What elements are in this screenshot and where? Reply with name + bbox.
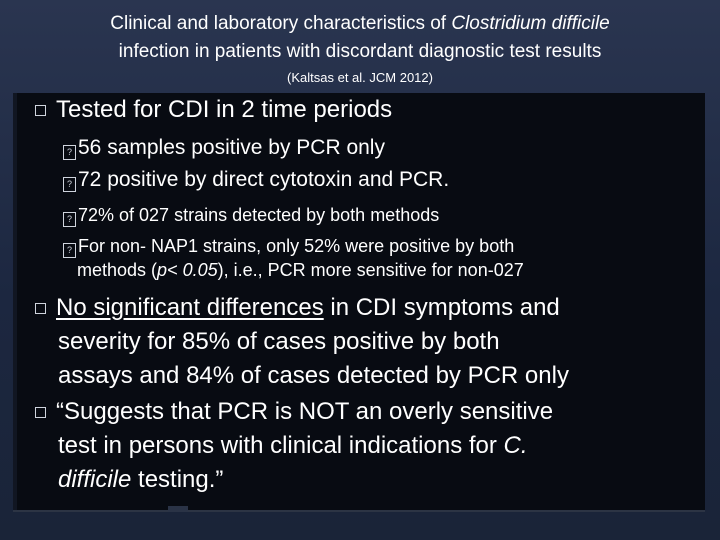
title-line-2: infection in patients with discordant di… bbox=[118, 41, 602, 62]
text-fragment: ), i.e., PCR more sensitive for non-027 bbox=[217, 260, 524, 280]
missing-glyph-icon: ? bbox=[63, 212, 76, 227]
p-value: p< 0.05 bbox=[157, 260, 218, 280]
square-bullet-icon bbox=[35, 105, 46, 116]
sub-bullet-2: ? 72 positive by direct cytotoxin and PCR… bbox=[63, 166, 449, 194]
text-fragment: test in persons with clinical indication… bbox=[58, 432, 504, 459]
bullet-line: assays and 84% of cases detected by PCR … bbox=[58, 362, 569, 389]
text-fragment: in CDI symptoms and bbox=[323, 294, 560, 321]
sub-bullet-text: 56 samples positive by PCR only bbox=[78, 136, 385, 159]
title-organism: Clostridium difficile bbox=[451, 13, 610, 34]
title-text: Clinical and laboratory characteristics … bbox=[110, 13, 452, 34]
underlined-phrase: No significant differences bbox=[56, 294, 324, 321]
square-bullet-icon bbox=[35, 303, 46, 314]
missing-glyph-icon: ? bbox=[63, 177, 76, 192]
bullet-no-significant: No significant differences in CDI sympto… bbox=[35, 291, 703, 393]
organism-name: difficile bbox=[58, 466, 132, 493]
bullet-quote: “Suggests that PCR is NOT an overly sens… bbox=[35, 395, 703, 497]
text-fragment: methods ( bbox=[77, 260, 158, 280]
panel-edge bbox=[13, 93, 17, 510]
sub-bullet-4: ? For non- NAP1 strains, only 52% were po… bbox=[63, 234, 524, 282]
missing-glyph-icon: ? bbox=[63, 243, 76, 258]
text-fragment: testing.” bbox=[131, 466, 224, 493]
sub-bullet-text: For non- NAP1 strains, only 52% were pos… bbox=[78, 236, 515, 256]
citation: (Kaltsas et al. JCM 2012) bbox=[287, 70, 433, 85]
bullet-text: Tested for CDI in 2 time periods bbox=[56, 96, 393, 123]
text-fragment: “Suggests that PCR is NOT an overly sens… bbox=[56, 398, 554, 425]
title-line-1: Clinical and laboratory characteristics … bbox=[0, 10, 720, 38]
sub-bullet-text: 72 positive by direct cytotoxin and PCR. bbox=[78, 168, 450, 191]
bullet-line: severity for 85% of cases positive by bo… bbox=[58, 328, 500, 355]
sub-bullet-continuation: methods (p< 0.05), i.e., PCR more sensit… bbox=[63, 258, 524, 282]
footer-tab bbox=[168, 506, 188, 512]
organism-abbrev: C. bbox=[503, 432, 528, 459]
sub-bullet-1: ? 56 samples positive by PCR only bbox=[63, 134, 385, 162]
square-bullet-icon bbox=[35, 407, 46, 418]
missing-glyph-icon: ? bbox=[63, 145, 76, 160]
slide-title: Clinical and laboratory characteristics … bbox=[0, 10, 720, 87]
bullet-tested: Tested for CDI in 2 time periods bbox=[35, 95, 392, 125]
content-panel: Tested for CDI in 2 time periods ? 56 sam… bbox=[13, 93, 705, 512]
sub-bullet-3: ? 72% of 027 strains detected by both met… bbox=[63, 203, 439, 227]
sub-bullet-text: 72% of 027 strains detected by both meth… bbox=[78, 205, 440, 225]
